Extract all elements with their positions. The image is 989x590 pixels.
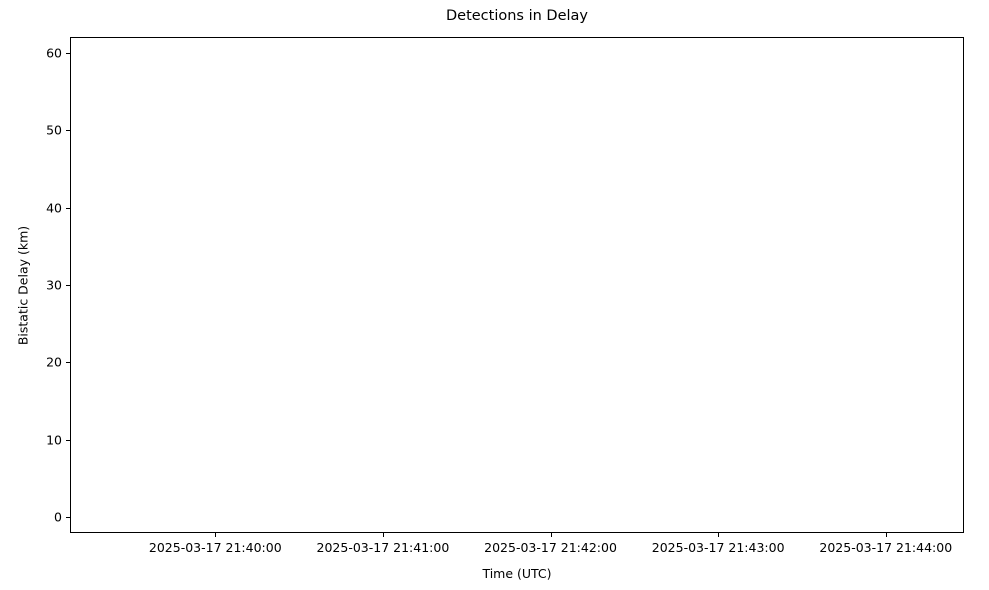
y-tick-label: 10 (46, 432, 62, 448)
x-axis-label: Time (UTC) (482, 566, 552, 581)
y-tick-label: 30 (46, 277, 62, 293)
y-tick-label: 0 (54, 509, 62, 525)
x-tick-label: 2025-03-17 21:42:00 (484, 540, 617, 555)
x-tick-label: 2025-03-17 21:44:00 (819, 540, 953, 555)
y-tick-label: 60 (46, 45, 62, 61)
y-tick-label: 20 (46, 354, 62, 370)
x-tick-label: 2025-03-17 21:41:00 (316, 540, 450, 555)
y-axis-label: Bistatic Delay (km) (15, 225, 31, 346)
y-tick-label: 40 (46, 200, 62, 216)
x-tick-label: 2025-03-17 21:43:00 (651, 540, 785, 555)
plot-area (70, 37, 964, 533)
y-tick-label: 50 (46, 122, 62, 138)
x-tick-label: 2025-03-17 21:40:00 (148, 540, 282, 555)
